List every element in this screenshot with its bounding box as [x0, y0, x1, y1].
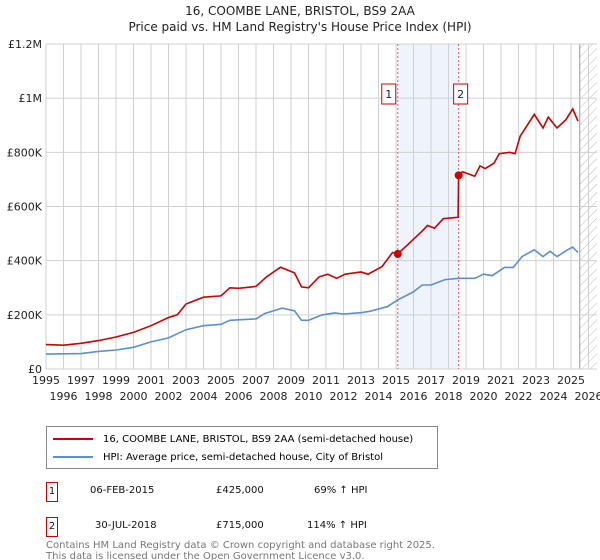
x-tick-label: 1998 — [85, 390, 113, 403]
x-tick-label: 2020 — [470, 390, 498, 403]
x-tick-label: 2009 — [277, 374, 305, 387]
x-tick-label: 2018 — [435, 390, 463, 403]
footer-licence: This data is licensed under the Open Gov… — [46, 551, 365, 560]
x-tick-label: 1995 — [32, 374, 60, 387]
price-chart: 1995 1996 1997 1998 1999 2000 2001 2002 2003 2004… — [7, 38, 600, 403]
chart-title: 16, COOMBE LANE, BRISTOL, BS9 2AA — [185, 4, 415, 18]
y-tick-label: £1.2M — [8, 38, 42, 51]
sale-marker-box — [381, 83, 397, 105]
x-tick-label: 2013 — [347, 374, 375, 387]
x-tick-label: 2011 — [312, 374, 340, 387]
x-tick-label: 2026 — [575, 390, 600, 403]
sale-marker-label: 2 — [457, 88, 464, 101]
legend-label: HPI: Average price, semi-detached house,… — [103, 451, 383, 463]
x-tick-label: 2023 — [522, 374, 550, 387]
x-tick-label: 2014 — [365, 390, 393, 403]
x-tick-label: 2019 — [452, 374, 480, 387]
sale-price: £425,000 — [216, 485, 264, 496]
sale-price: £715,000 — [216, 520, 264, 531]
chart-subtitle: Price paid vs. HM Land Registry's House … — [128, 20, 472, 34]
legend-item-property: 16, COOMBE LANE, BRISTOL, BS9 2AA (semi-… — [53, 431, 413, 447]
red-line-swatch — [53, 438, 93, 440]
x-tick-label: 2001 — [137, 374, 165, 387]
x-tick-label: 2025 — [557, 374, 585, 387]
y-tick-label: £0 — [28, 363, 42, 376]
x-tick-label: 2008 — [260, 390, 288, 403]
sale-marker-box — [453, 83, 469, 105]
legend: 16, COOMBE LANE, BRISTOL, BS9 2AA (semi-… — [46, 426, 438, 469]
sale-marker-label: 1 — [385, 88, 392, 101]
x-tick-label: 1999 — [102, 374, 130, 387]
x-tick-label: 2005 — [207, 374, 235, 387]
y-tick-label: £600K — [7, 201, 43, 214]
x-tick-label: 2000 — [120, 390, 148, 403]
sale-date: 06-FEB-2015 — [90, 485, 155, 496]
x-tick-label: 2012 — [330, 390, 358, 403]
x-tick-label: 1997 — [67, 374, 95, 387]
x-tick-label: 2007 — [242, 374, 270, 387]
sale-date: 30-JUL-2018 — [95, 520, 157, 531]
x-tick-label: 2016 — [400, 390, 428, 403]
y-tick-label: £200K — [7, 309, 43, 322]
x-tick-label: 2003 — [172, 374, 200, 387]
y-tick-label: £400K — [7, 255, 43, 268]
x-tick-label: 2002 — [155, 390, 183, 403]
x-tick-label: 2017 — [417, 374, 445, 387]
y-tick-label: £1M — [19, 92, 43, 105]
x-tick-label: 2022 — [505, 390, 533, 403]
footer-copyright: Contains HM Land Registry data © Crown c… — [46, 540, 435, 551]
y-tick-label: £800K — [7, 146, 43, 159]
hpi-line — [45, 246, 579, 355]
x-tick-label: 2024 — [540, 390, 568, 403]
sale-point — [393, 249, 402, 258]
property-price-line — [45, 107, 579, 347]
blue-line-swatch — [53, 456, 93, 458]
x-tick-label: 2004 — [190, 390, 218, 403]
x-tick-label: 1996 — [50, 390, 78, 403]
sale-badge: 1 — [46, 482, 58, 502]
sale-point — [454, 171, 463, 180]
x-tick-label: 2015 — [382, 374, 410, 387]
x-tick-label: 2021 — [487, 374, 515, 387]
sale-badge: 2 — [46, 517, 58, 537]
legend-label: 16, COOMBE LANE, BRISTOL, BS9 2AA (semi-… — [103, 433, 414, 445]
sale-hpi: 69% ↑ HPI — [314, 485, 368, 496]
x-tick-label: 2006 — [225, 390, 253, 403]
transaction-row: 1 06-FEB-2015 £425,000 69% ↑ HPI — [46, 482, 546, 502]
transaction-row: 2 30-JUL-2018 £715,000 114% ↑ HPI — [46, 517, 546, 537]
x-tick-label: 2010 — [295, 390, 323, 403]
legend-item-hpi: HPI: Average price, semi-detached house,… — [53, 449, 383, 465]
sale-hpi: 114% ↑ HPI — [307, 520, 367, 531]
